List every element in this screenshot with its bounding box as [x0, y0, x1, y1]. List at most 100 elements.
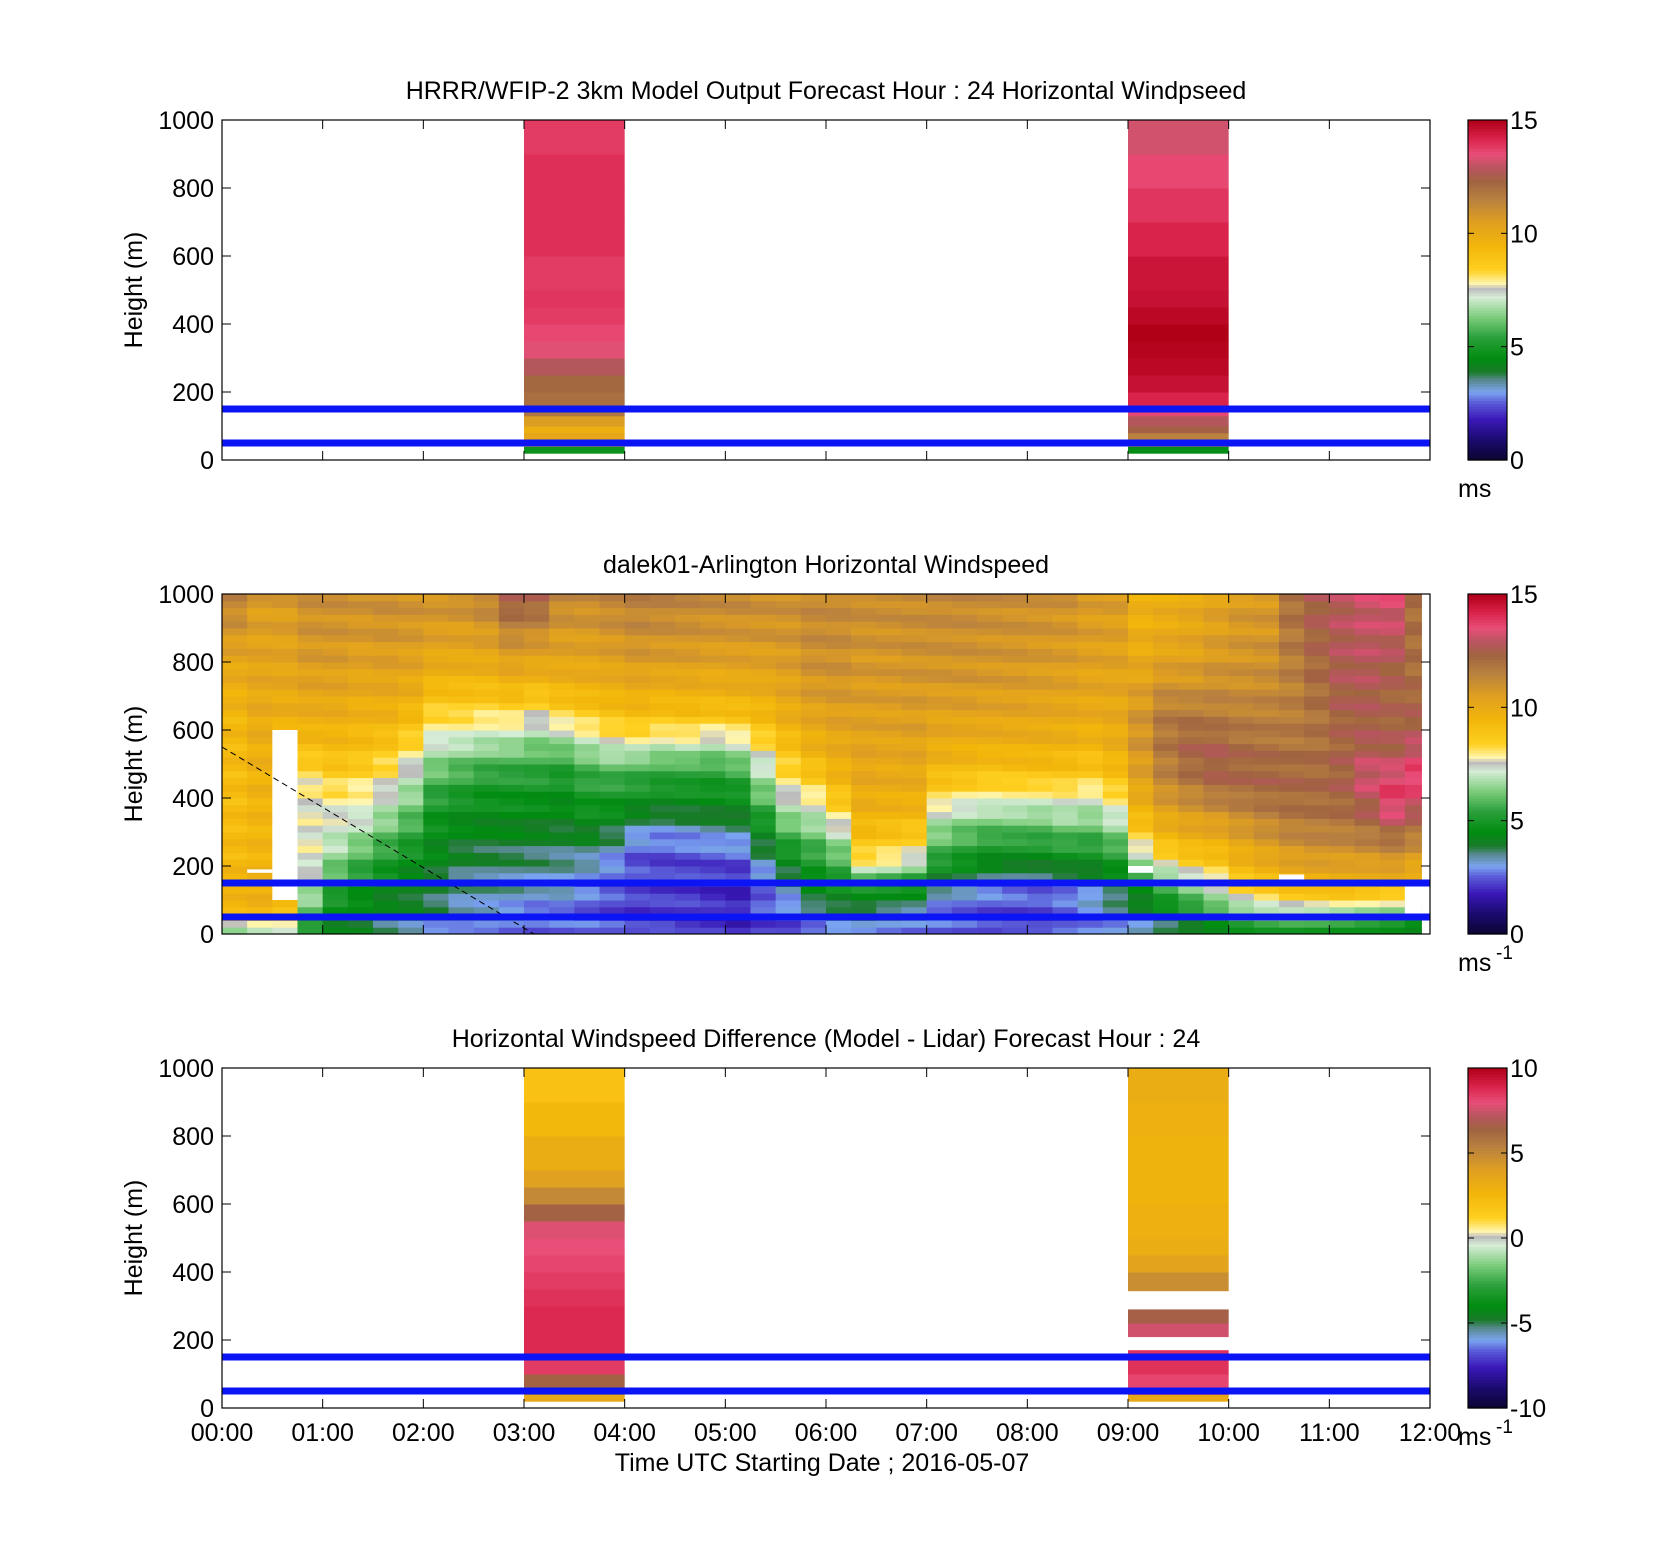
- heatmap-cell: [373, 723, 399, 731]
- colorbar-segment: [1468, 128, 1507, 132]
- heatmap-cell: [901, 607, 928, 615]
- heatmap-cell: [1404, 655, 1430, 663]
- heatmap-cell: [725, 825, 751, 833]
- colorbar-segment: [1468, 304, 1507, 308]
- heatmap-cell: [901, 614, 928, 622]
- heatmap-cell: [1279, 716, 1305, 724]
- heatmap-cell: [1253, 641, 1280, 649]
- heatmap-cell: [901, 648, 928, 656]
- heatmap-cell: [1329, 872, 1355, 881]
- heatmap-cell: [851, 811, 877, 819]
- heatmap-cell: [1279, 757, 1305, 765]
- heatmap-cell: [1354, 791, 1381, 799]
- heatmap-cell: [951, 628, 978, 636]
- heatmap-cell: [1354, 832, 1381, 840]
- heatmap-cell: [750, 730, 777, 738]
- heatmap-cells: [524, 1068, 1229, 1402]
- heatmap-cell: [599, 648, 626, 656]
- heatmap-cell: [926, 614, 953, 622]
- heatmap-cell: [926, 594, 953, 602]
- heatmap-cell: [498, 614, 525, 622]
- heatmap-cell: [1002, 689, 1028, 697]
- colorbar-tick-label: 10: [1510, 220, 1538, 248]
- heatmap-cell: [247, 900, 273, 908]
- y-tick-label: 0: [200, 1395, 214, 1423]
- heatmap-cell: [800, 655, 827, 663]
- heatmap-cell: [1153, 655, 1179, 663]
- heatmap-cell: [524, 784, 550, 792]
- heatmap-cell: [247, 607, 273, 615]
- heatmap-cell: [725, 668, 751, 677]
- heatmap-cell: [423, 825, 449, 833]
- heatmap-cell: [1354, 682, 1381, 690]
- heatmap-cell: [826, 607, 852, 615]
- colorbar-segment: [1468, 1402, 1507, 1406]
- heatmap-cell: [1304, 614, 1330, 622]
- heatmap-cell: [1404, 818, 1430, 826]
- heatmap-cell: [1153, 702, 1179, 711]
- heatmap-cell: [851, 825, 877, 833]
- colorbar-segment: [1468, 369, 1507, 373]
- heatmap-cell: [347, 927, 374, 934]
- heatmap-cell: [272, 682, 298, 690]
- colorbar-segment: [1468, 440, 1507, 444]
- heatmap-cell: [1128, 757, 1154, 765]
- colorbar-segment: [1468, 1226, 1507, 1231]
- heatmap-cell: [700, 852, 726, 860]
- heatmap-cell: [473, 662, 500, 670]
- heatmap-cell: [1329, 900, 1355, 908]
- heatmap-cell: [750, 764, 777, 772]
- x-axis-label: Time UTC Starting Date ; 2016-05-07: [615, 1449, 1030, 1477]
- heatmap-cell: [524, 736, 550, 745]
- heatmap-cell: [373, 764, 399, 772]
- colorbar-segment: [1468, 605, 1507, 609]
- heatmap-cell: [498, 845, 525, 853]
- heatmap-cell: [498, 900, 525, 908]
- heatmap-cell: [1354, 770, 1381, 779]
- heatmap-cell: [524, 426, 625, 434]
- heatmap-cell: [675, 689, 701, 697]
- heatmap-cell: [1329, 723, 1355, 731]
- heatmap-cell: [775, 696, 802, 704]
- heatmap-cell: [1329, 838, 1355, 847]
- heatmap-cell: [649, 777, 676, 785]
- colorbar-segment: [1468, 823, 1507, 827]
- heatmap-cell: [750, 655, 777, 663]
- heatmap-cell: [700, 900, 726, 908]
- colorbar-segment: [1468, 309, 1507, 314]
- heatmap-cell: [901, 641, 928, 649]
- heatmap-cell: [1128, 594, 1154, 602]
- heatmap-cell: [1304, 886, 1330, 894]
- heatmap-cell: [1379, 702, 1406, 711]
- heatmap-cell: [775, 682, 802, 690]
- colorbar-segment: [1468, 417, 1507, 421]
- colorbar-segment: [1468, 766, 1507, 771]
- heatmap-cell: [851, 655, 877, 663]
- heatmap-cell: [800, 838, 827, 847]
- heatmap-cell: [222, 832, 248, 840]
- heatmap-cell: [599, 791, 626, 799]
- heatmap-cell: [1027, 804, 1053, 813]
- heatmap-cell: [1077, 832, 1104, 840]
- heatmap-cell: [800, 730, 827, 738]
- heatmap-cell: [750, 641, 777, 649]
- heatmap-cell: [1379, 818, 1406, 826]
- heatmap-cell: [1354, 668, 1381, 677]
- heatmap-cell: [398, 866, 424, 874]
- heatmap-cell: [574, 852, 600, 860]
- heatmap-cell: [222, 702, 248, 711]
- heatmap-cell: [725, 743, 751, 751]
- heatmap-cell: [800, 872, 827, 881]
- heatmap-cell: [951, 770, 978, 779]
- heatmap-cell: [800, 668, 827, 677]
- heatmap-cell: [851, 628, 877, 636]
- heatmap-cell: [373, 872, 399, 881]
- heatmap-cell: [398, 811, 424, 819]
- colorbar-unit-label: ms: [1458, 1423, 1491, 1451]
- heatmap-cell: [524, 375, 625, 393]
- heatmap-cell: [800, 777, 827, 785]
- heatmap-cell: [675, 682, 701, 690]
- heatmap-cell: [1203, 906, 1230, 915]
- heatmap-cell: [800, 832, 827, 840]
